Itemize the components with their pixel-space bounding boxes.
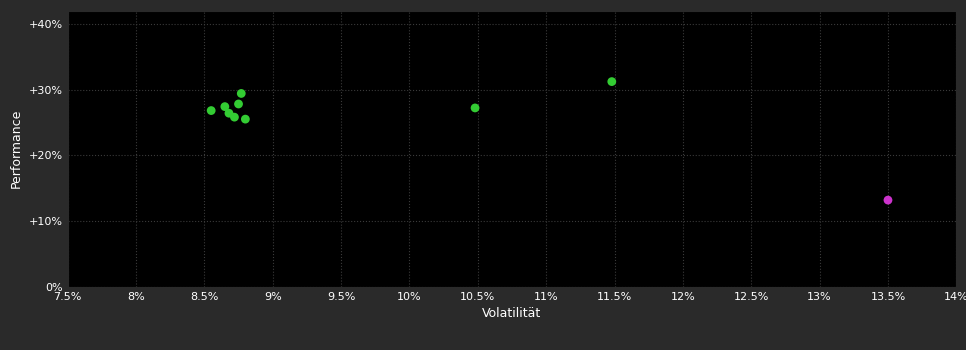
Point <box>468 105 483 111</box>
Point <box>604 79 619 84</box>
Point <box>204 108 219 113</box>
Point <box>238 116 253 122</box>
Point <box>234 91 249 96</box>
Point <box>231 101 246 107</box>
Y-axis label: Performance: Performance <box>10 109 23 188</box>
Point <box>221 110 237 116</box>
X-axis label: Volatilität: Volatilität <box>482 307 542 320</box>
Point <box>880 197 895 203</box>
Point <box>217 104 233 110</box>
Point <box>227 114 242 120</box>
